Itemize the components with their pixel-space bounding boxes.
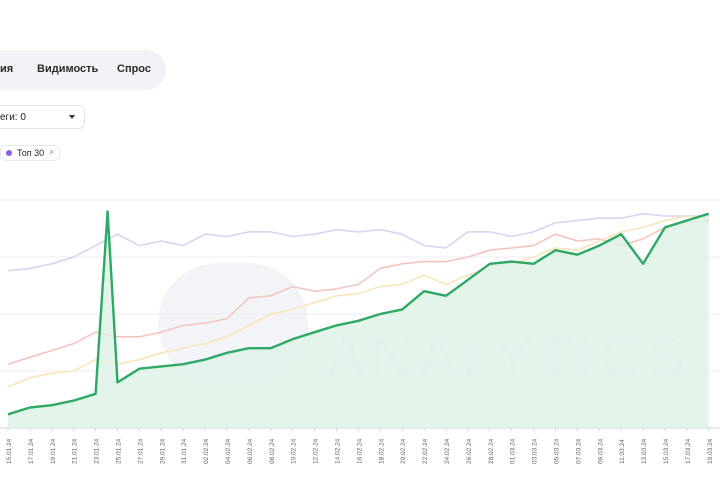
tab-visibility[interactable]: Видимость bbox=[37, 63, 99, 75]
x-tick-label-13: 10.02.24 bbox=[291, 438, 298, 464]
x-tick-label-10: 04.02.24 bbox=[225, 438, 232, 464]
x-tick-label-28: 11.03.24 bbox=[619, 439, 626, 464]
x-tick-label-17: 18.02.24 bbox=[378, 438, 385, 464]
chevron-down-icon bbox=[69, 115, 75, 119]
x-tick-label-21: 26.02.24 bbox=[466, 438, 473, 464]
x-tick-label-11: 06.02.24 bbox=[247, 438, 254, 464]
x-tick-label-23: 01.03.24 bbox=[510, 438, 517, 464]
x-tick-label-8: 31.01.24 bbox=[181, 438, 188, 464]
x-tick-label-24: 03.03.24 bbox=[532, 438, 539, 464]
x-tick-label-2: 19.01.24 bbox=[50, 438, 57, 464]
x-tick-label-25: 05.03.24 bbox=[554, 438, 561, 464]
x-tick-label-4: 23.01.24 bbox=[94, 438, 101, 464]
tab-positions[interactable]: ия bbox=[0, 63, 14, 75]
x-tick-label-9: 02.02.24 bbox=[203, 438, 210, 464]
tags-select-label: еги: 0 bbox=[0, 112, 26, 123]
x-tick-label-0: 15.01.24 bbox=[6, 438, 13, 464]
x-tick-label-32: 19.03.24 bbox=[707, 438, 714, 464]
x-tick-label-1: 17.01.24 bbox=[28, 438, 35, 464]
x-tick-label-6: 27.01.24 bbox=[137, 438, 144, 464]
series-area-3 bbox=[8, 211, 709, 428]
x-tick-label-12: 08.02.24 bbox=[269, 438, 276, 464]
x-tick-label-5: 25.01.24 bbox=[116, 438, 123, 464]
x-tick-label-15: 14.02.24 bbox=[335, 438, 342, 464]
tab-demand[interactable]: Спрос bbox=[117, 63, 151, 75]
x-tick-label-30: 15.03.24 bbox=[663, 438, 670, 464]
x-tick-label-26: 07.03.24 bbox=[575, 438, 582, 464]
x-tick-label-22: 28.02.24 bbox=[488, 438, 495, 464]
x-tick-label-31: 17.03.24 bbox=[685, 438, 692, 464]
x-tick-label-7: 29.01.24 bbox=[159, 438, 166, 464]
line-chart: 15.01.24 17.01.24 19.01.24 21.01.24 23.01.24… bbox=[0, 199, 720, 464]
x-tick-label-14: 12.02.24 bbox=[313, 438, 320, 464]
x-tick-label-18: 20.02.24 bbox=[400, 438, 407, 464]
series-chip-label: Топ 30 bbox=[17, 148, 45, 158]
tags-select[interactable]: еги: 0 bbox=[0, 105, 85, 129]
series-color-dot-icon bbox=[6, 150, 12, 156]
x-tick-label-27: 09.03.24 bbox=[597, 438, 604, 464]
x-tick-label-20: 24.02.24 bbox=[444, 438, 451, 464]
x-tick-label-19: 22.02.24 bbox=[422, 438, 429, 464]
view-tabs: ия Видимость Спрос bbox=[0, 50, 166, 90]
series-chip-top30[interactable]: Топ 30 × bbox=[0, 145, 60, 161]
x-tick-label-3: 21.01.24 bbox=[72, 438, 79, 464]
series-line-3 bbox=[7, 210, 710, 416]
x-tick-label-29: 13.03.24 bbox=[641, 438, 648, 464]
close-icon[interactable]: × bbox=[49, 147, 55, 157]
x-tick-label-16: 16.02.24 bbox=[356, 438, 363, 464]
